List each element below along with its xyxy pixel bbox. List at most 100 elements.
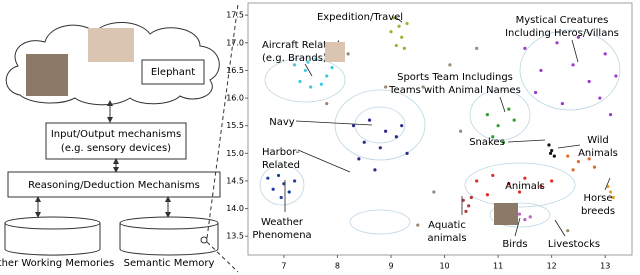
point xyxy=(523,218,527,222)
leader-line xyxy=(514,217,521,237)
point xyxy=(491,135,495,139)
zoom-line xyxy=(206,241,239,273)
point xyxy=(271,187,275,191)
point xyxy=(461,198,465,202)
point xyxy=(560,101,564,106)
airplane-image xyxy=(88,28,134,62)
point xyxy=(539,68,543,73)
memory-label: Semantic Memory xyxy=(124,258,215,269)
annotation: animals xyxy=(427,233,466,244)
point xyxy=(314,57,318,61)
x-tick-label: 9 xyxy=(388,262,393,271)
point xyxy=(298,79,302,84)
point xyxy=(566,154,570,158)
point xyxy=(533,90,538,95)
leader-line xyxy=(571,39,579,63)
point xyxy=(566,229,570,233)
point xyxy=(416,223,420,227)
cylinder xyxy=(4,223,101,256)
y-tick-label: 15.5 xyxy=(226,121,244,130)
point xyxy=(400,35,404,39)
point xyxy=(448,63,452,67)
point xyxy=(517,190,522,194)
point xyxy=(394,135,398,139)
plot-frame xyxy=(247,2,633,256)
y-tick-label: 17.0 xyxy=(226,38,244,47)
point xyxy=(576,160,581,164)
point xyxy=(523,176,527,180)
point xyxy=(279,195,283,200)
point xyxy=(496,124,500,128)
y-tick-label: 16.5 xyxy=(226,66,244,75)
y-tick-label: 14.0 xyxy=(226,204,244,213)
point xyxy=(397,24,401,28)
point xyxy=(555,41,559,45)
cylinder-top xyxy=(4,216,101,230)
point xyxy=(603,52,607,56)
annotation: Horse xyxy=(583,193,612,204)
y-tick-label: 13.5 xyxy=(226,232,244,241)
leader-line xyxy=(554,219,566,237)
point xyxy=(501,140,506,144)
leader-line xyxy=(557,144,581,149)
point xyxy=(475,179,479,183)
annotation: (e.g. Brands) xyxy=(262,53,327,64)
point xyxy=(303,68,307,73)
point xyxy=(292,63,297,67)
leader-line xyxy=(304,63,313,77)
point xyxy=(485,113,489,117)
point xyxy=(346,52,350,56)
point xyxy=(319,82,323,86)
point xyxy=(548,151,553,155)
point xyxy=(587,157,591,161)
zoom-point xyxy=(200,236,208,244)
y-tick-label: 17.5 xyxy=(226,11,244,20)
x-tick-label: 7 xyxy=(281,262,286,271)
point xyxy=(608,113,613,117)
cylinder xyxy=(119,223,219,256)
annotation: Phenomena xyxy=(252,230,311,241)
point xyxy=(405,151,409,155)
x-tick-label: 13 xyxy=(600,262,610,271)
annotation: Animals xyxy=(505,181,545,192)
x-tick-label: 11 xyxy=(493,262,503,271)
point xyxy=(325,74,329,78)
annotation: Related xyxy=(262,160,300,171)
point xyxy=(464,209,468,213)
point xyxy=(362,140,366,144)
point xyxy=(611,195,615,200)
annotation: Navy xyxy=(269,117,295,128)
annotation: Aircraft Related xyxy=(262,40,340,51)
point xyxy=(614,74,618,78)
x-tick-label: 8 xyxy=(335,262,340,271)
point xyxy=(292,179,297,183)
y-tick-label: 14.5 xyxy=(226,176,244,185)
point xyxy=(550,179,554,183)
point xyxy=(608,190,613,194)
x-tick-label: 12 xyxy=(547,262,557,271)
point xyxy=(547,143,551,147)
point xyxy=(394,43,398,48)
point xyxy=(392,16,396,20)
io-label: (e.g. sensory devices) xyxy=(61,143,171,154)
density-contours xyxy=(259,29,621,235)
annotation: Mystical Creatures xyxy=(516,15,609,26)
point xyxy=(469,195,473,200)
point xyxy=(367,118,372,122)
annotation: Expedition/Travel xyxy=(317,12,403,23)
point xyxy=(491,173,495,178)
point xyxy=(309,85,313,89)
point xyxy=(400,124,404,128)
point xyxy=(402,46,406,50)
annotation: Livestocks xyxy=(548,239,600,250)
point xyxy=(475,46,479,50)
annotation: Including Heros/Villans xyxy=(505,28,619,39)
point xyxy=(539,184,543,189)
annotation: Snakes xyxy=(469,137,505,148)
point xyxy=(351,124,356,128)
memory-label: Other Working Memories xyxy=(0,258,114,269)
y-tick-label: 15.0 xyxy=(226,149,244,158)
point xyxy=(571,168,575,172)
point xyxy=(587,79,591,84)
